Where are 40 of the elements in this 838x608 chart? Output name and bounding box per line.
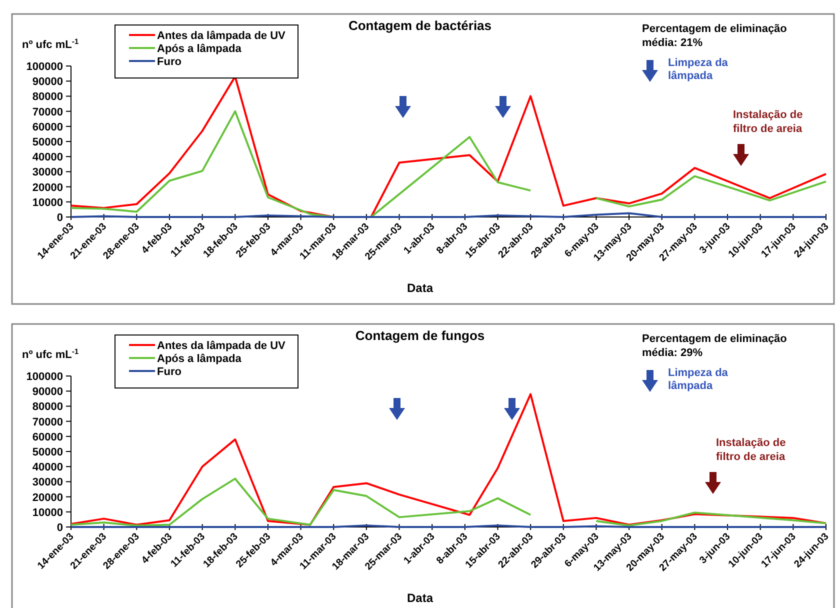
y-tick-label: 70000 bbox=[32, 416, 63, 428]
annotation: Instalação de filtro de areia bbox=[716, 437, 786, 463]
annotation: Limpeza da lâmpada bbox=[668, 367, 729, 392]
x-axis-title: Data bbox=[406, 591, 434, 605]
y-axis-title: nº ufc mL$^{-1}$ bbox=[22, 346, 80, 361]
y-tick-label: 100000 bbox=[26, 61, 63, 73]
y-tick-label: 70000 bbox=[32, 106, 63, 118]
text: Percentagem de eliminação média: 29% bbox=[642, 333, 788, 359]
legend-label: Após a lâmpada bbox=[157, 353, 242, 365]
legend-label: Após a lâmpada bbox=[157, 43, 242, 55]
y-axis-title: nº ufc mL$^{-1}$ bbox=[22, 36, 80, 51]
x-axis-title: Data bbox=[406, 281, 434, 295]
y-tick-label: 40000 bbox=[32, 152, 63, 164]
y-tick-label: 50000 bbox=[32, 446, 63, 458]
chart-title: Contagem de fungos bbox=[355, 328, 485, 343]
chart-title: Contagem de bactérias bbox=[348, 18, 492, 33]
text: Percentagem de eliminação média: 21% bbox=[642, 23, 788, 49]
legend-label: Antes da lâmpada de UV bbox=[157, 30, 286, 42]
y-tick-label: 30000 bbox=[32, 166, 63, 179]
y-tick-label: 60000 bbox=[32, 431, 63, 444]
legend-label: Furo bbox=[157, 56, 182, 68]
y-tick-label: 90000 bbox=[32, 386, 63, 398]
y-tick-label: 100000 bbox=[26, 371, 63, 383]
y-tick-label: 60000 bbox=[32, 121, 63, 134]
y-tick-label: 80000 bbox=[32, 401, 63, 414]
y-tick-label: 80000 bbox=[32, 91, 63, 104]
annotation: Limpeza da lâmpada bbox=[668, 57, 729, 82]
y-tick-label: 50000 bbox=[32, 136, 63, 148]
y-tick-label: 0 bbox=[56, 522, 63, 534]
y-tick-label: 30000 bbox=[32, 476, 63, 489]
y-tick-label: 90000 bbox=[32, 76, 63, 88]
legend-label: Furo bbox=[157, 366, 182, 378]
y-tick-label: 10000 bbox=[32, 196, 63, 209]
y-tick-label: 20000 bbox=[32, 182, 63, 194]
y-tick-label: 40000 bbox=[32, 462, 63, 474]
y-tick-label: 20000 bbox=[32, 492, 63, 504]
y-tick-label: 10000 bbox=[32, 506, 63, 519]
annotation: Instalação de filtro de areia bbox=[733, 109, 803, 135]
legend-label: Antes da lâmpada de UV bbox=[157, 340, 286, 352]
y-tick-label: 0 bbox=[56, 212, 63, 224]
